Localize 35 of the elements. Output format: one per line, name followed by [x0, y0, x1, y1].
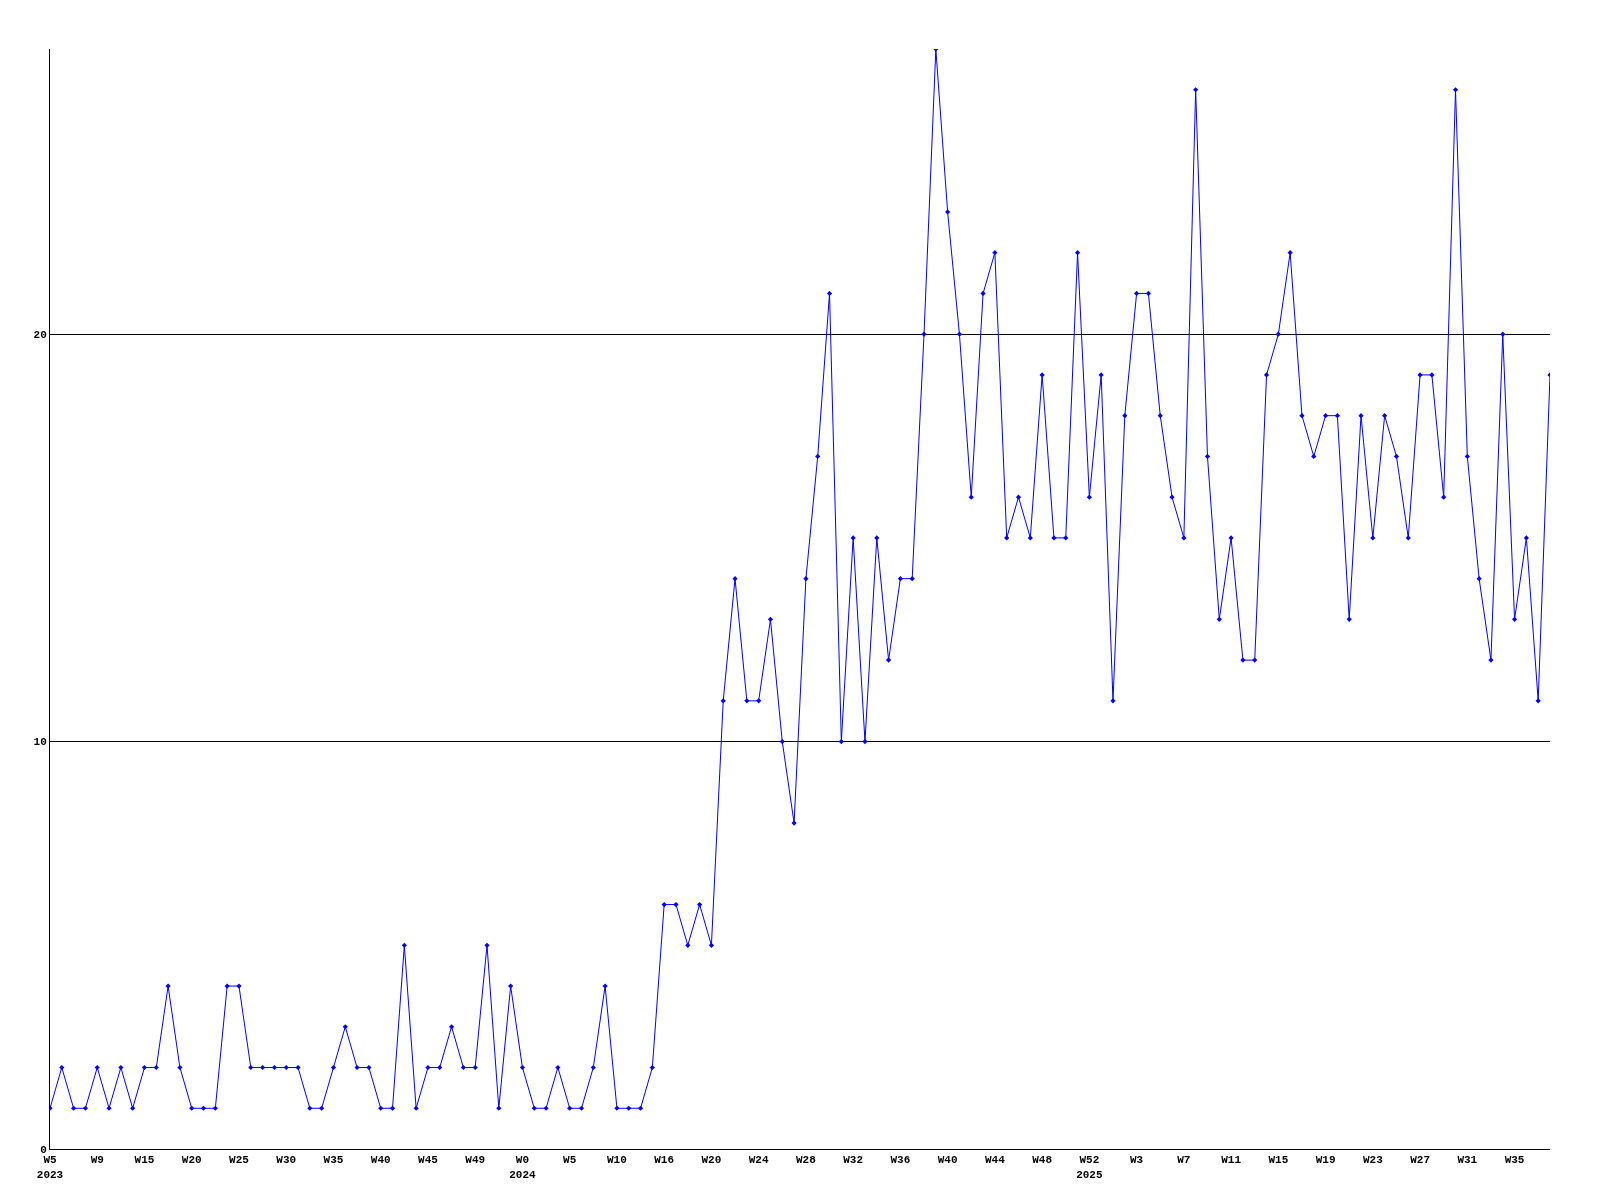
x-tick-label: W52 2025 — [1076, 1154, 1103, 1181]
x-tick-label: W15 — [134, 1154, 155, 1167]
y-tick-label: 10 — [33, 736, 47, 749]
x-tick-label: W32 — [843, 1154, 864, 1167]
x-tick-label: W23 — [1362, 1154, 1384, 1167]
y-tick-label: 0 — [40, 1143, 47, 1156]
x-tick-label: W28 — [796, 1154, 817, 1167]
x-tick-label: W27 — [1410, 1154, 1430, 1167]
x-tick-label: W15 — [1268, 1154, 1289, 1167]
x-tick-label: W3 — [1130, 1154, 1144, 1167]
x-tick-label: W35 — [1504, 1154, 1525, 1167]
x-tick-label: W44 — [984, 1154, 1006, 1167]
y-tick-label: 20 — [33, 329, 47, 342]
x-tick-label: W5 — [563, 1154, 577, 1167]
x-tick-label: W19 — [1315, 1154, 1336, 1167]
x-tick-label: W16 — [654, 1154, 675, 1167]
x-tick-label: W5 2023 — [36, 1154, 64, 1181]
x-tick-label: W7 — [1177, 1154, 1191, 1167]
x-tick-label: W20 — [701, 1154, 722, 1167]
x-tick-label: W24 — [748, 1154, 769, 1167]
x-tick-label: W48 — [1032, 1154, 1053, 1167]
x-tick-label: W31 — [1457, 1154, 1478, 1167]
x-tick-label: W11 — [1221, 1154, 1242, 1167]
x-tick-label: W0 2024 — [509, 1154, 537, 1181]
x-tick-label: W35 — [323, 1154, 344, 1167]
x-tick-label: W20 — [181, 1154, 202, 1167]
x-tick-label: W10 — [607, 1154, 627, 1167]
x-tick-label: W40 — [370, 1154, 391, 1167]
x-tick-label: W9 — [90, 1154, 104, 1167]
x-tick-label: W49 — [465, 1154, 486, 1167]
x-tick-label: W45 — [418, 1154, 439, 1167]
x-tick-label: W25 — [229, 1154, 250, 1167]
x-tick-label: W40 — [937, 1154, 958, 1167]
x-tick-label: W36 — [890, 1154, 911, 1167]
x-tick-label: W30 — [276, 1154, 297, 1167]
